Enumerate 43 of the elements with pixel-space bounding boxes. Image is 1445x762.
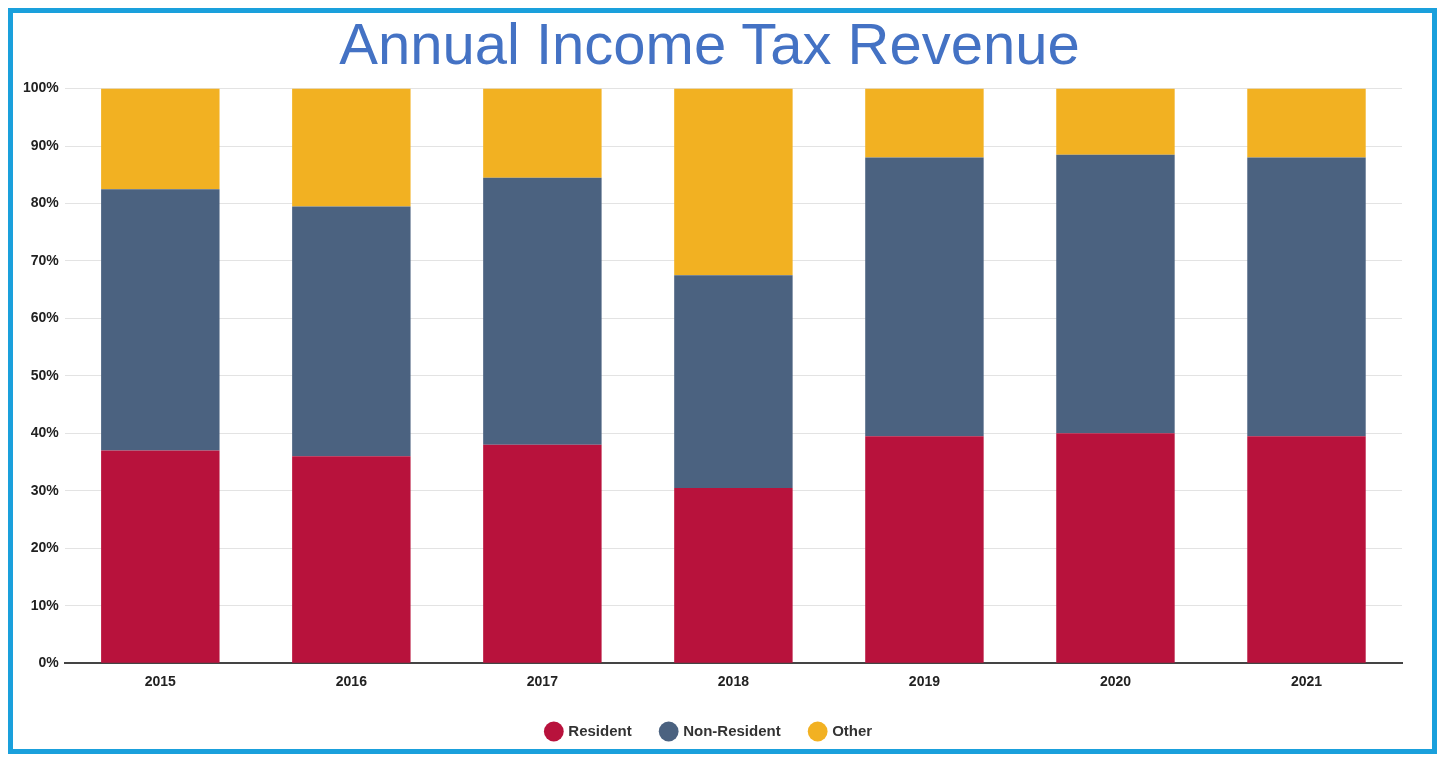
bar (1247, 436, 1366, 663)
bar (483, 177, 602, 445)
x-tick-label: 2017 (526, 673, 559, 690)
y-tick-label: 30% (30, 481, 60, 498)
bar (1056, 433, 1175, 663)
x-tick-label: 2021 (1290, 673, 1323, 690)
x-tick-label: 2018 (717, 673, 750, 690)
bar (1247, 88, 1366, 158)
y-tick-label: 90% (30, 136, 60, 153)
legend-label: Other (832, 721, 873, 739)
bar (101, 450, 220, 663)
bar (674, 487, 793, 663)
x-tick-label: 2019 (908, 673, 941, 690)
bar (483, 88, 602, 178)
y-tick-label: 100% (22, 79, 60, 96)
y-tick-label: 0% (38, 654, 60, 671)
bar (1056, 88, 1175, 155)
bar (292, 88, 411, 207)
y-tick-label: 20% (30, 539, 60, 556)
chart-title: Annual Income Tax Revenue (339, 10, 1080, 76)
bar (865, 88, 984, 158)
legend-label: Non-Resident (683, 721, 781, 739)
bar (1056, 154, 1175, 434)
bar (292, 456, 411, 663)
bar (292, 206, 411, 457)
bar (674, 88, 793, 276)
bar (483, 444, 602, 663)
bar (101, 189, 220, 451)
y-tick-label: 70% (30, 251, 60, 268)
y-tick-label: 40% (30, 424, 60, 441)
y-tick-label: 10% (30, 596, 60, 613)
x-tick-label: 2015 (144, 673, 177, 690)
legend-label: Resident (568, 721, 632, 739)
x-tick-label: 2016 (335, 673, 368, 690)
y-tick-label: 80% (30, 194, 60, 211)
bar (1247, 157, 1366, 437)
bar (865, 157, 984, 437)
bar (101, 88, 220, 190)
bar (865, 436, 984, 663)
x-tick-label: 2020 (1099, 673, 1132, 690)
y-tick-label: 60% (30, 309, 60, 326)
bar (674, 275, 793, 488)
y-tick-label: 50% (30, 366, 60, 383)
